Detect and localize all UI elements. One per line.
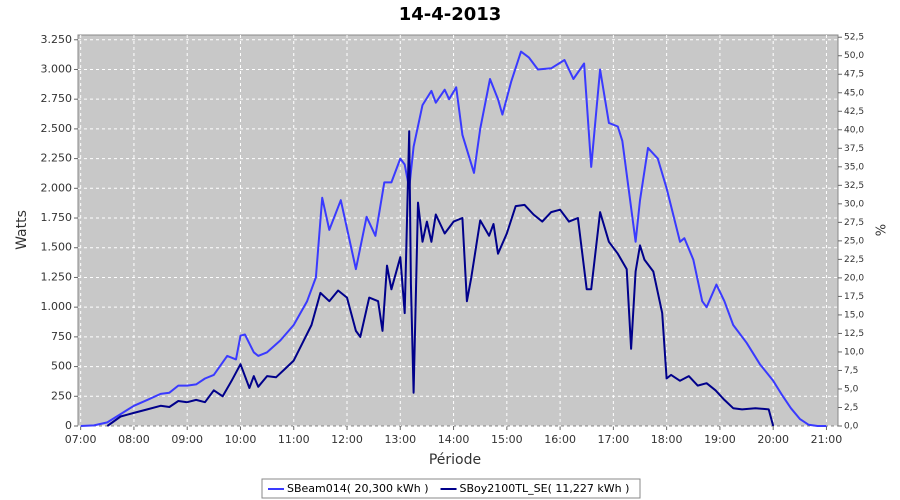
x-tick-label: 12:00: [331, 433, 363, 446]
y2-tick-label: 32,5: [844, 181, 864, 191]
y2-tick-label: 42,5: [844, 107, 864, 117]
x-tick-label: 14:00: [438, 433, 470, 446]
y-tick-label: 1.250: [41, 270, 73, 283]
y-tick-label: 500: [51, 360, 72, 373]
y-tick-label: 3.250: [41, 33, 73, 46]
y-tick-label: 2.250: [41, 152, 73, 165]
y-tick-label: 2.500: [41, 122, 73, 135]
y-tick-label: 250: [51, 389, 72, 402]
x-tick-label: 07:00: [65, 433, 97, 446]
y2-tick-label: 30,0: [844, 199, 864, 209]
y2-tick-label: 45,0: [844, 88, 864, 98]
y2-tick-label: 47,5: [844, 70, 864, 80]
x-tick-label: 10:00: [225, 433, 257, 446]
y2-tick-label: 37,5: [844, 144, 864, 154]
y2-tick-label: 10,0: [844, 347, 864, 357]
y2-tick-label: 25,0: [844, 236, 864, 246]
x-tick-label: 21:00: [811, 433, 843, 446]
y2-tick-label: 22,5: [844, 255, 864, 265]
y2-tick-label: 27,5: [844, 218, 864, 228]
y-axis-label: Watts: [14, 210, 30, 250]
y-tick-label: 2.750: [41, 92, 73, 105]
legend-label: SBoy2100TL_SE( 11,227 kWh ): [460, 482, 630, 495]
series-line: [80, 50, 827, 427]
y2-tick-label: 20,0: [844, 273, 864, 283]
y2-tick-label: 0,0: [844, 422, 859, 432]
y2-tick-label: 12,5: [844, 329, 864, 339]
x-tick-label: 18:00: [651, 433, 683, 446]
y-tick-label: 1.750: [41, 211, 73, 224]
x-tick-label: 20:00: [757, 433, 789, 446]
series-line: [106, 130, 775, 427]
y2-tick-label: 52,5: [844, 33, 864, 43]
y2-tick-label: 35,0: [844, 162, 864, 172]
y2-tick-label: 50,0: [844, 51, 864, 61]
y2-tick-label: 17,5: [844, 292, 864, 302]
y-tick-label: 1.500: [41, 241, 73, 254]
x-tick-label: 09:00: [171, 433, 203, 446]
legend-label: SBeam014( 20,300 kWh ): [287, 482, 429, 495]
y2-tick-label: 7,5: [844, 366, 858, 376]
x-tick-label: 15:00: [491, 433, 523, 446]
y2-tick-label: 5,0: [844, 384, 859, 394]
y2-axis-label: %: [875, 224, 890, 236]
y2-tick-label: 40,0: [844, 125, 864, 135]
y-tick-label: 750: [51, 330, 72, 343]
y2-tick-label: 2,5: [844, 403, 858, 413]
y-tick-label: 1.000: [41, 300, 73, 313]
y-tick-label: 0: [65, 419, 72, 432]
x-tick-label: 17:00: [598, 433, 630, 446]
y-tick-label: 3.000: [41, 62, 73, 75]
x-tick-label: 19:00: [704, 433, 736, 446]
x-tick-label: 13:00: [384, 433, 416, 446]
x-tick-label: 08:00: [118, 433, 150, 446]
y2-tick-label: 15,0: [844, 310, 864, 320]
y-tick-label: 2.000: [41, 181, 73, 194]
x-tick-label: 11:00: [278, 433, 310, 446]
x-axis-label: Période: [429, 452, 481, 468]
chart-title: 14-4-2013: [399, 4, 502, 25]
x-tick-label: 16:00: [544, 433, 576, 446]
